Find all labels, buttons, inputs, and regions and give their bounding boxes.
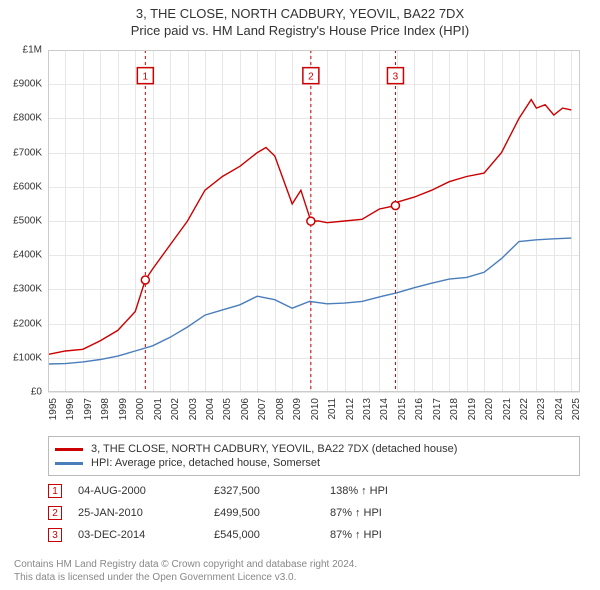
chart-container: 3, THE CLOSE, NORTH CADBURY, YEOVIL, BA2… (0, 0, 600, 590)
y-tick-label: £300K (0, 284, 42, 295)
transaction-date: 04-AUG-2000 (78, 485, 198, 497)
transaction-row: 1 04-AUG-2000 £327,500 138% ↑ HPI (48, 480, 580, 502)
legend-swatch (55, 448, 83, 451)
series-price_paid (48, 100, 571, 355)
transaction-marker-number: 2 (308, 71, 314, 82)
footer-line1: Contains HM Land Registry data © Crown c… (14, 558, 586, 571)
transaction-row: 2 25-JAN-2010 £499,500 87% ↑ HPI (48, 502, 580, 524)
legend-swatch (55, 462, 83, 465)
transaction-point (307, 217, 315, 225)
arrow-up-icon: ↑ (355, 507, 361, 519)
y-tick-label: £900K (0, 79, 42, 90)
transaction-price: £499,500 (214, 507, 314, 519)
transaction-marker-box: 2 (48, 506, 62, 520)
y-tick-label: £800K (0, 113, 42, 124)
transaction-table: 1 04-AUG-2000 £327,500 138% ↑ HPI 2 25-J… (48, 480, 580, 546)
transaction-hpi: 87% ↑ HPI (330, 507, 430, 519)
legend-label: HPI: Average price, detached house, Some… (91, 457, 320, 469)
transaction-pct: 87% (330, 529, 352, 541)
transaction-suffix: HPI (364, 529, 382, 541)
transaction-hpi: 87% ↑ HPI (330, 529, 430, 541)
legend-row: HPI: Average price, detached house, Some… (55, 457, 573, 469)
transaction-suffix: HPI (364, 507, 382, 519)
transaction-hpi: 138% ↑ HPI (330, 485, 430, 497)
transaction-date: 03-DEC-2014 (78, 529, 198, 541)
transaction-row: 3 03-DEC-2014 £545,000 87% ↑ HPI (48, 524, 580, 546)
transaction-point (141, 276, 149, 284)
title-block: 3, THE CLOSE, NORTH CADBURY, YEOVIL, BA2… (0, 0, 600, 40)
title-line1: 3, THE CLOSE, NORTH CADBURY, YEOVIL, BA2… (0, 6, 600, 21)
footer: Contains HM Land Registry data © Crown c… (14, 558, 586, 584)
transaction-marker-number: 1 (143, 71, 149, 82)
title-line2: Price paid vs. HM Land Registry's House … (0, 23, 600, 38)
series-hpi (48, 238, 571, 364)
transaction-marker-number: 3 (393, 71, 399, 82)
y-tick-label: £500K (0, 216, 42, 227)
y-tick-label: £400K (0, 250, 42, 261)
y-tick-label: £1M (0, 45, 42, 56)
transaction-date: 25-JAN-2010 (78, 507, 198, 519)
arrow-up-icon: ↑ (361, 485, 367, 497)
legend-row: 3, THE CLOSE, NORTH CADBURY, YEOVIL, BA2… (55, 443, 573, 455)
transaction-marker-number: 1 (52, 486, 58, 497)
y-tick-label: £700K (0, 147, 42, 158)
transaction-marker-number: 2 (52, 508, 58, 519)
transaction-marker-number: 3 (52, 530, 58, 541)
y-tick-label: £0 (0, 387, 42, 398)
legend: 3, THE CLOSE, NORTH CADBURY, YEOVIL, BA2… (48, 436, 580, 476)
y-tick-label: £200K (0, 318, 42, 329)
transaction-marker-box: 3 (48, 528, 62, 542)
transaction-pct: 87% (330, 507, 352, 519)
y-tick-label: £600K (0, 181, 42, 192)
transaction-suffix: HPI (370, 485, 388, 497)
footer-line2: This data is licensed under the Open Gov… (14, 571, 586, 584)
transaction-price: £545,000 (214, 529, 314, 541)
chart-plot-area: 123 £0£100K£200K£300K£400K£500K£600K£700… (48, 50, 580, 392)
transaction-price: £327,500 (214, 485, 314, 497)
legend-label: 3, THE CLOSE, NORTH CADBURY, YEOVIL, BA2… (91, 443, 457, 455)
arrow-up-icon: ↑ (355, 529, 361, 541)
chart-svg: 1 2 3 (48, 50, 580, 392)
transaction-pct: 138% (330, 485, 358, 497)
transaction-marker-box: 1 (48, 484, 62, 498)
transaction-point (391, 202, 399, 210)
y-tick-label: £100K (0, 352, 42, 363)
